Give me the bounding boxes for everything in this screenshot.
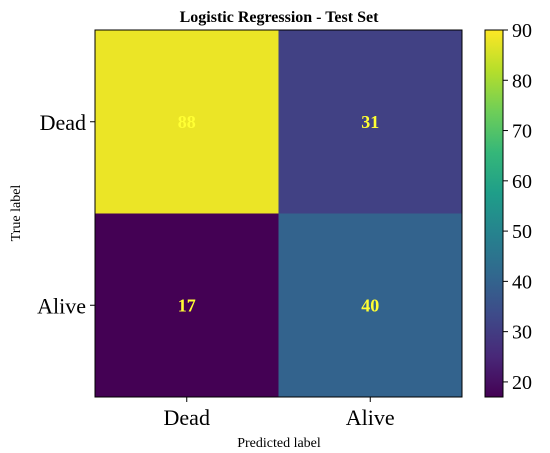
plot-frame <box>94 29 463 398</box>
cell-value-label: 40 <box>361 295 379 315</box>
colorbar <box>484 29 504 398</box>
cell-value-label: 31 <box>361 112 379 132</box>
y-axis-ticks: Dead Alive <box>37 110 95 318</box>
colorbar-ticks: 20 30 40 50 60 70 80 90 <box>503 20 532 394</box>
cell-value-label: 88 <box>178 112 196 132</box>
colorbar-tick-label: 20 <box>512 372 532 394</box>
colorbar-tick-label: 40 <box>512 271 532 293</box>
colorbar-tick-label: 80 <box>512 70 532 92</box>
cell-value-label: 17 <box>178 295 196 315</box>
x-tick-label: Alive <box>346 405 395 430</box>
y-axis-label: True label <box>9 185 24 242</box>
chart-title: Logistic Regression - Test Set <box>180 9 379 26</box>
heatmap-cell <box>95 213 279 397</box>
heatmap-cell <box>278 30 462 214</box>
colorbar-tick-label: 30 <box>512 322 532 344</box>
y-tick-label: Dead <box>40 110 86 135</box>
colorbar-tick-label: 70 <box>512 121 532 143</box>
x-tick-label: Dead <box>164 405 210 430</box>
x-axis-ticks: Dead Alive <box>164 397 395 430</box>
cell-value-labels: 88 31 17 40 <box>178 112 380 316</box>
heatmap-cell <box>278 213 462 397</box>
colorbar-tick-label: 60 <box>512 171 532 193</box>
colorbar-tick-label: 90 <box>512 20 532 42</box>
heatmap-cells <box>95 30 462 397</box>
x-axis-label: Predicted label <box>237 436 321 451</box>
y-tick-label: Alive <box>37 293 86 318</box>
colorbar-tick-label: 50 <box>512 221 532 243</box>
heatmap-cell <box>95 30 279 214</box>
